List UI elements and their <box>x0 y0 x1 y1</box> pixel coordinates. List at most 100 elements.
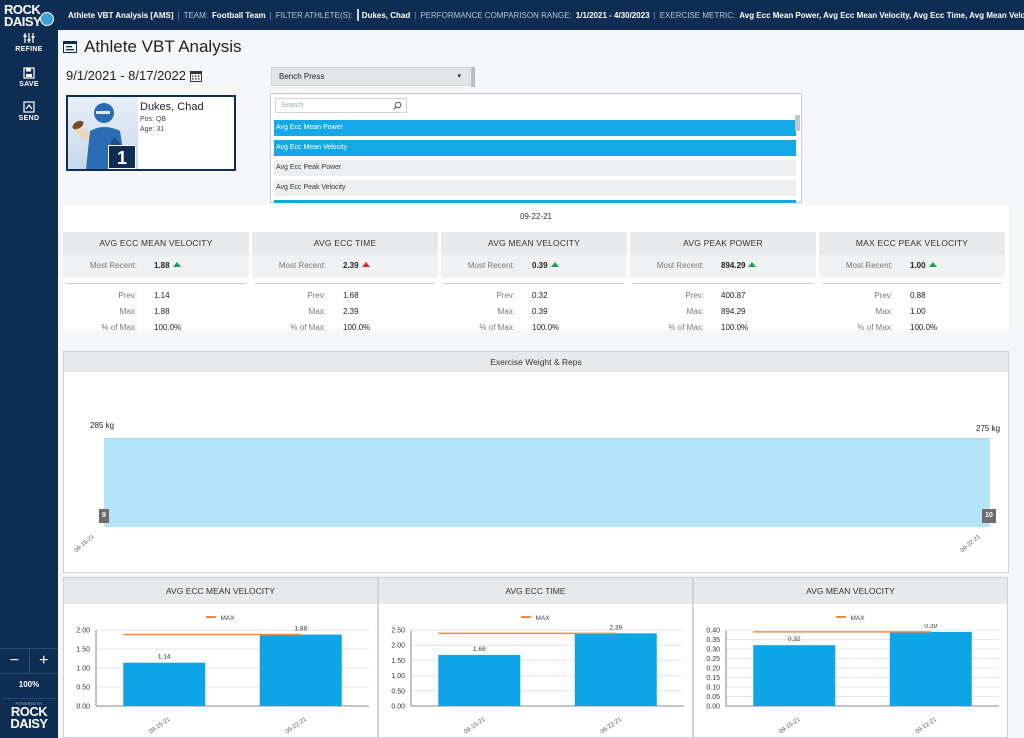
end-weight-label: 275 kg <box>976 424 1001 433</box>
save-label: SAVE <box>19 81 39 88</box>
stat-prev-row: Prev: 0.88 <box>819 288 1005 304</box>
bar-chart: 0.00 0.50 1.00 1.50 2.00 2.50 1.68 09-15-21 2.39… <box>391 624 684 735</box>
most-recent-number: 1.00 <box>910 261 926 270</box>
bar[interactable] <box>259 634 342 706</box>
prev-label: Prev: <box>874 291 893 300</box>
bar[interactable] <box>123 662 206 706</box>
exercise-dropdown[interactable]: Bench Press ▾ <box>271 67 475 87</box>
metric-option[interactable]: Avg Ecc Peak Power <box>274 160 796 176</box>
stat-max-row: Max: 0.39 <box>441 304 627 320</box>
metric-search-input[interactable]: Search <box>275 98 407 113</box>
metric-list-scrollbar[interactable] <box>795 115 800 131</box>
metric-option[interactable]: Avg Ecc Mean Power <box>274 120 796 136</box>
divider <box>255 283 435 284</box>
stat-prev-row: Prev: 0.32 <box>441 288 627 304</box>
metric-option[interactable]: Avg Ecc Peak Velocity <box>274 180 796 196</box>
zoom-controls: − + <box>0 648 58 674</box>
bar-value-label: 2.39 <box>609 624 622 631</box>
chart-panel-3: AVG MEAN VELOCITY MAX 0.00 0.05 0.10 0.15 0.20… <box>693 577 1008 738</box>
pct-value: 100.0% <box>343 323 371 332</box>
y-tick-label: 0.05 <box>706 694 720 701</box>
most-recent-label: Most Recent: <box>656 261 704 270</box>
max-value: 1.00 <box>910 307 926 316</box>
refine-button[interactable]: REFINE <box>0 32 58 53</box>
max-label: Max: <box>497 307 515 316</box>
athlete-age: Age: 31 <box>140 126 165 133</box>
y-tick-label: 0.00 <box>706 704 720 711</box>
y-tick-label: 2.00 <box>76 628 90 635</box>
pct-label: % of Max: <box>101 323 137 332</box>
chart-panel-2: AVG ECC TIME MAX 0.00 0.50 1.00 1.50 2.00 2.50 1… <box>378 577 693 738</box>
start-reps-badge: 9 <box>99 509 109 523</box>
stat-max-row: Max: 894.29 <box>630 304 816 320</box>
stat-most-recent: Most Recent: 2.39 <box>252 254 438 278</box>
jersey-number: 1 <box>108 145 136 169</box>
stat-pct-row: % of Max: 100.0% <box>63 320 249 336</box>
y-tick-label: 0.10 <box>706 685 720 692</box>
athlete-name: Dukes, Chad <box>140 101 204 113</box>
most-recent-label: Most Recent: <box>89 261 137 270</box>
stat-column: AVG ECC MEAN VELOCITY Most Recent: 1.88 Pre… <box>63 232 249 332</box>
zoom-out-button[interactable]: − <box>0 649 30 673</box>
sliders-icon <box>23 33 35 43</box>
stat-title: AVG ECC MEAN VELOCITY <box>63 232 249 254</box>
trend-up-icon <box>550 262 559 267</box>
metric-option[interactable]: Avg Ecc Mean Velocity <box>274 140 796 156</box>
most-recent-number: 1.88 <box>154 261 170 270</box>
stat-prev-row: Prev: 1.14 <box>63 288 249 304</box>
most-recent-number: 0.39 <box>532 261 548 270</box>
stat-column: AVG ECC TIME Most Recent: 2.39 Prev: 1.68 Max… <box>252 232 438 332</box>
send-button[interactable]: SEND <box>0 101 58 122</box>
range-value: 1/1/2021 - 4/30/2023 <box>575 10 650 20</box>
rock-daisy-logo[interactable]: ROCK DAISY <box>4 3 54 32</box>
y-tick-label: 1.50 <box>76 647 90 654</box>
stat-column: AVG PEAK POWER Most Recent: 894.29 Prev: 400… <box>630 232 816 332</box>
team-value: Football Team <box>212 10 266 20</box>
metric-multiselect: Search Avg Ecc Mean Power Avg Ecc Mean V… <box>270 93 802 203</box>
bar-chart: 0.00 0.05 0.10 0.15 0.20 0.25 0.30 0.35 0.40 0.32… <box>706 624 999 735</box>
y-tick-label: 1.00 <box>391 673 405 680</box>
bar-value-label: 0.32 <box>788 636 801 643</box>
y-tick-label: 2.00 <box>391 643 405 650</box>
trend-up-icon <box>361 262 370 267</box>
resize-handle[interactable] <box>471 67 475 87</box>
chart-legend: MAX <box>379 615 692 622</box>
stat-most-recent: Most Recent: 1.00 <box>819 254 1005 278</box>
y-tick-label: 0.50 <box>76 685 90 692</box>
daisy-badge-icon <box>40 12 54 26</box>
chevron-down-icon: ▾ <box>457 73 461 80</box>
metric-option-partial <box>274 200 796 203</box>
athlete-mini-avatar <box>356 9 359 21</box>
metric-value: Avg Ecc Mean Power, Avg Ecc Mean Velocit… <box>739 10 1024 20</box>
x-tick-label: 09-22-21 <box>285 716 309 735</box>
zoom-in-button[interactable]: + <box>39 652 49 669</box>
y-tick-label: 0.20 <box>706 666 720 673</box>
prev-value: 0.32 <box>532 291 548 300</box>
most-recent-number: 2.39 <box>343 261 359 270</box>
bar[interactable] <box>574 633 657 706</box>
separator: | <box>269 10 272 20</box>
y-tick-label: 0.35 <box>706 637 720 644</box>
legend-label: MAX <box>535 615 550 622</box>
filter-athlete-label: FILTER ATHLETE(S): <box>275 10 353 20</box>
stat-prev-row: Prev: 1.68 <box>252 288 438 304</box>
stat-title: AVG PEAK POWER <box>630 232 816 254</box>
date-range[interactable]: 9/1/2021 - 8/17/2022 <box>66 68 202 83</box>
most-recent-value: 1.88 <box>154 254 181 278</box>
stat-column: AVG MEAN VELOCITY Most Recent: 0.39 Prev: 0.… <box>441 232 627 332</box>
bar[interactable] <box>438 654 521 706</box>
calendar-icon[interactable] <box>190 70 202 82</box>
athlete-card[interactable]: 1 Dukes, Chad Pos: QB Age: 31 <box>66 95 236 171</box>
stat-title: MAX ECC PEAK VELOCITY <box>819 232 1005 254</box>
report-icon <box>63 41 77 53</box>
bar[interactable] <box>889 631 972 706</box>
save-button[interactable]: SAVE <box>0 67 58 88</box>
chart-panel-1: AVG ECC MEAN VELOCITY MAX 0.00 0.50 1.00 1.50… <box>63 577 378 738</box>
pct-label: % of Max: <box>479 323 515 332</box>
stat-max-row: Max: 1.00 <box>819 304 1005 320</box>
bar[interactable] <box>753 645 836 706</box>
bar-value-label: 0.39 <box>924 624 937 630</box>
separator: | <box>414 10 417 20</box>
chart-legend: MAX <box>694 615 1007 622</box>
y-tick-label: 2.50 <box>391 628 405 635</box>
